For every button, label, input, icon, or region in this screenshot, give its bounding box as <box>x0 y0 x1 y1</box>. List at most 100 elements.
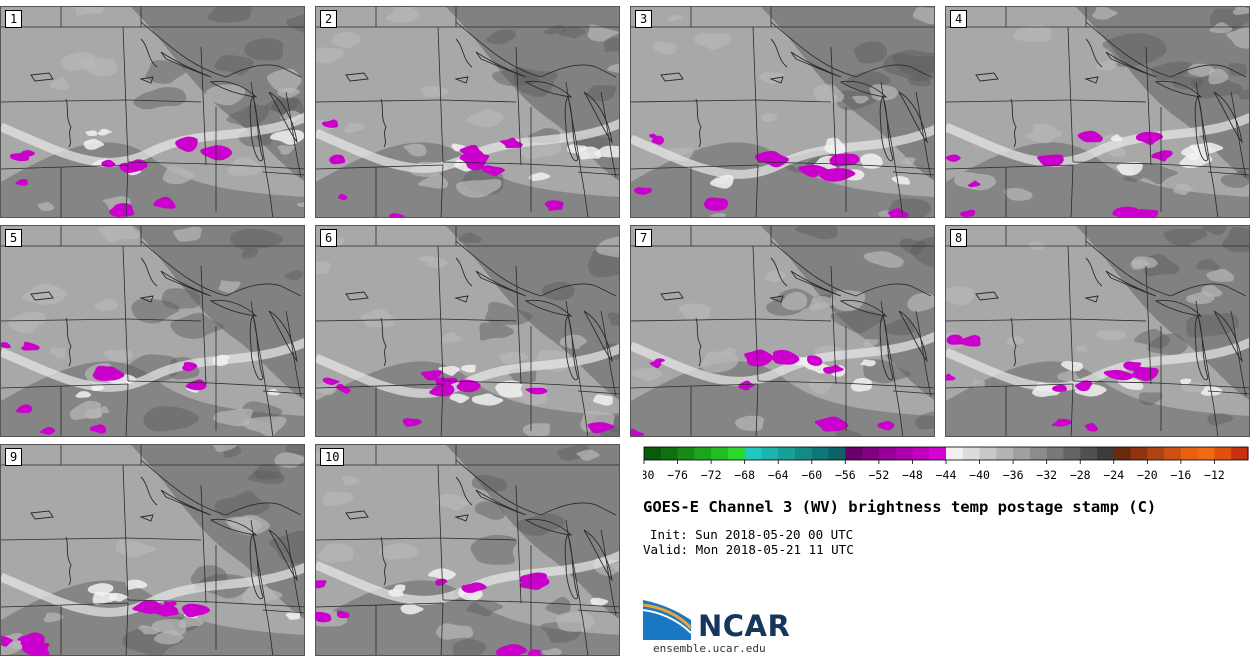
dry-patch <box>161 288 201 309</box>
moist-patch <box>1130 256 1159 270</box>
dry-patch <box>143 406 202 432</box>
moist-patch <box>972 379 986 389</box>
convective-cloud <box>337 194 348 200</box>
wv-map <box>631 226 934 436</box>
state-boundary <box>631 318 757 322</box>
lake-outline <box>475 270 527 297</box>
lake-outline <box>898 310 928 363</box>
state-boundary <box>125 537 202 541</box>
state-boundary <box>316 537 442 541</box>
convective-cloud <box>1132 366 1159 382</box>
website-link[interactable]: ensemble.ucar.edu <box>653 642 766 655</box>
moist-patch <box>694 33 733 50</box>
dry-patch <box>603 37 619 53</box>
moist-patch <box>667 15 685 22</box>
moist-patch <box>218 280 241 294</box>
dry-patch <box>1132 163 1183 185</box>
convective-cloud <box>182 361 198 372</box>
colorbar-tick-label: −72 <box>701 468 722 482</box>
lake-outline <box>65 317 72 367</box>
lake-outline <box>839 80 888 98</box>
colorbar-tick-label: −80 <box>643 468 654 482</box>
moist-patch <box>378 542 420 560</box>
moist-patch <box>277 145 295 155</box>
colorbar-swatch <box>744 447 763 460</box>
colorbar: −80−76−72−68−64−60−56−52−48−44−40−36−32−… <box>643 446 1249 482</box>
moist-patch <box>466 108 505 128</box>
lake-outline <box>898 91 928 144</box>
lake-outline <box>1084 76 1099 84</box>
convective-cloud <box>89 424 107 434</box>
lake-outline <box>139 514 154 522</box>
lake-outline <box>454 295 469 303</box>
dry-patch <box>247 469 286 484</box>
state-boundary <box>515 46 522 166</box>
convective-cloud <box>631 428 647 436</box>
dry-patch <box>1202 226 1228 236</box>
state-boundary <box>1 164 129 170</box>
dry-patch <box>1150 61 1194 81</box>
convective-cloud <box>654 358 666 365</box>
moist-patch <box>37 201 55 211</box>
dry-patch <box>285 14 304 34</box>
colorbar-swatch <box>761 447 779 460</box>
lake-outline <box>475 489 527 516</box>
convective-cloud <box>316 580 327 589</box>
dry-patch <box>910 236 934 267</box>
moist-patch <box>213 408 254 427</box>
lake-outline <box>455 257 473 287</box>
convective-cloud <box>92 365 120 381</box>
colorbar-swatch <box>996 447 1014 460</box>
state-boundary <box>631 164 759 170</box>
lake-outline <box>769 295 784 303</box>
moist-patch <box>719 347 737 355</box>
moist-patch <box>1092 7 1120 20</box>
lake-outline <box>660 291 684 301</box>
moist-patch <box>455 178 502 198</box>
panel-label: 5 <box>5 229 23 247</box>
moist-patch <box>1006 335 1026 345</box>
convective-cloud <box>960 209 976 217</box>
state-boundary <box>1067 26 1074 163</box>
moist-patch <box>1095 58 1118 71</box>
dry-patch <box>240 248 259 259</box>
lake-outline <box>695 98 702 148</box>
state-boundary <box>830 46 837 166</box>
convective-cloud <box>21 341 40 351</box>
moist-patch <box>652 41 677 55</box>
dry-patch <box>863 359 916 384</box>
convective-cloud <box>200 145 234 161</box>
state-boundary <box>262 609 304 614</box>
moist-patch <box>322 491 355 507</box>
moist-patch <box>1185 291 1216 305</box>
dry-patch <box>1236 89 1249 100</box>
moist-patch <box>863 338 879 347</box>
lake-outline <box>524 299 573 317</box>
lake-outline <box>209 299 258 317</box>
dry-patch <box>915 411 934 430</box>
convective-cloud <box>754 150 791 168</box>
cold-cloud <box>1179 378 1192 386</box>
lake-outline <box>524 80 573 98</box>
lake-outline <box>160 270 212 297</box>
moist-patch <box>1173 183 1197 196</box>
colorbar-swatch <box>795 447 813 460</box>
panel-label: 9 <box>5 448 23 466</box>
cold-cloud <box>1116 162 1143 176</box>
lake-outline <box>249 96 264 162</box>
dry-patch <box>558 26 588 39</box>
state-boundary <box>631 99 757 103</box>
lake-outline <box>345 510 369 520</box>
cold-cloud <box>528 172 552 182</box>
lake-outline <box>475 51 527 78</box>
state-boundary <box>140 240 302 297</box>
colorbar-swatch <box>727 447 746 460</box>
dry-patch <box>1163 228 1209 247</box>
colorbar-tick-label: −32 <box>1036 468 1057 482</box>
wv-map <box>316 226 619 436</box>
convective-cloud <box>109 203 135 217</box>
dry-patch <box>1172 75 1204 90</box>
dry-patch <box>846 71 893 94</box>
moist-patch <box>1096 329 1128 341</box>
state-boundary <box>525 382 619 389</box>
